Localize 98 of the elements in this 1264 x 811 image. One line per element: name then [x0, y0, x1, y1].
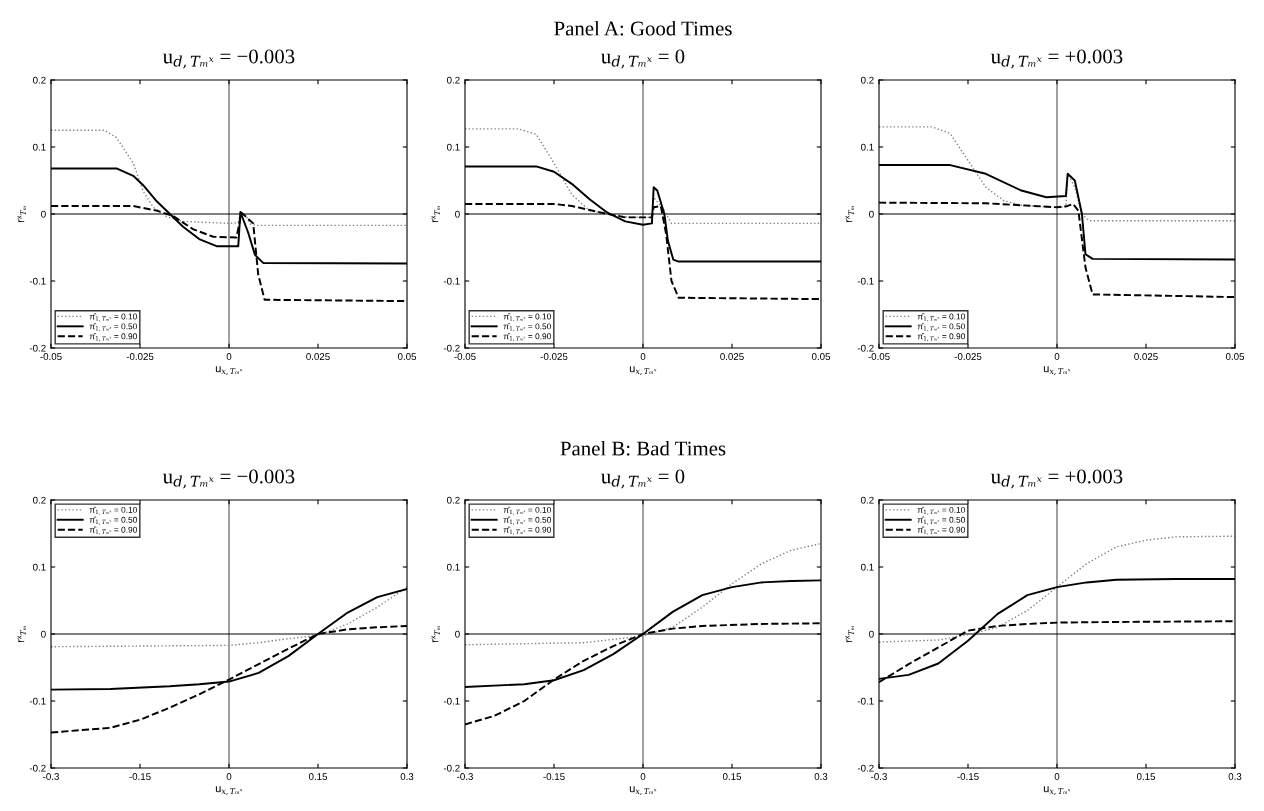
- y-tick-label: -0.2: [443, 764, 460, 772]
- chart-title: u$_{d,Tₘˣ}$ = +0.003: [990, 49, 1123, 69]
- chart-title: u$_{d,Tₘˣ}$ = +0.003: [990, 469, 1123, 489]
- legend-label: π̂$_{1,Tₘˣ}$ = 0.10: [89, 506, 137, 515]
- x-tick-label: 0.025: [306, 353, 330, 360]
- x-tick-label: -0.025: [954, 353, 982, 360]
- x-tick-label: 0.3: [1228, 773, 1242, 780]
- y-tick-label: 0: [455, 210, 460, 218]
- y-axis-title: rˣ$_{Tₘ}$: [845, 206, 854, 223]
- y-tick-label: -0.2: [29, 344, 46, 352]
- x-axis-title: u$_{x,Tₘˣ}$: [1043, 786, 1071, 795]
- y-tick-label: -0.1: [857, 277, 874, 285]
- x-tick-label: -0.025: [126, 353, 154, 360]
- x-tick-label: -0.05: [454, 353, 476, 360]
- chart-title: u$_{d,Tₘˣ}$ = 0: [601, 49, 685, 69]
- y-tick-label: 0.2: [447, 76, 460, 84]
- y-tick-label: 0.2: [33, 496, 46, 504]
- legend-label: π̂$_{1,Tₘˣ}$ = 0.10: [917, 506, 965, 515]
- legend-label: π̂$_{1,Tₘˣ}$ = 0.90: [89, 526, 137, 535]
- legend-label: π̂$_{1,Tₘˣ}$ = 0.50: [917, 323, 965, 332]
- legend-label: π̂$_{1,Tₘˣ}$ = 0.90: [503, 526, 551, 535]
- x-tick-label: 0: [226, 773, 232, 780]
- x-tick-label: 0.15: [1136, 773, 1156, 780]
- legend-label: π̂$_{1,Tₘˣ}$ = 0.10: [89, 313, 137, 322]
- x-tick-label: -0.025: [540, 353, 568, 360]
- x-tick-label: 0: [226, 353, 232, 360]
- y-tick-label: 0.2: [861, 76, 874, 84]
- y-tick-label: -0.2: [29, 764, 46, 772]
- y-tick-label: 0.1: [447, 143, 460, 151]
- x-tick-label: -0.3: [457, 773, 473, 780]
- x-tick-label: 0.05: [1225, 353, 1245, 360]
- x-tick-label: 0.025: [1134, 353, 1158, 360]
- y-axis-title: rˣ$_{Tₘ}$: [431, 626, 440, 643]
- x-tick-label: 0.15: [308, 773, 328, 780]
- x-tick-label: -0.3: [43, 773, 59, 780]
- x-tick-label: 0: [640, 773, 646, 780]
- x-tick-label: -0.05: [40, 353, 62, 360]
- y-tick-label: 0.1: [861, 563, 874, 571]
- x-tick-label: -0.05: [868, 353, 890, 360]
- legend-label: π̂$_{1,Tₘˣ}$ = 0.50: [89, 516, 137, 525]
- legend-label: π̂$_{1,Tₘˣ}$ = 0.10: [917, 313, 965, 322]
- y-axis-title: rˣ$_{Tₘ}$: [845, 626, 854, 643]
- legend-label: π̂$_{1,Tₘˣ}$ = 0.90: [89, 333, 137, 342]
- x-axis-title: u$_{x,Tₘˣ}$: [629, 786, 657, 795]
- y-axis-title: rˣ$_{Tₘ}$: [17, 206, 26, 223]
- y-tick-label: -0.1: [29, 277, 46, 285]
- x-tick-label: 0.3: [400, 773, 414, 780]
- y-tick-label: -0.1: [29, 697, 46, 705]
- x-tick-label: -0.3: [871, 773, 887, 780]
- y-tick-label: -0.1: [857, 697, 874, 705]
- y-axis-title: rˣ$_{Tₘ}$: [17, 626, 26, 643]
- y-tick-label: 0: [869, 630, 874, 638]
- y-tick-label: -0.1: [443, 697, 460, 705]
- x-axis-title: u$_{x,Tₘˣ}$: [215, 366, 243, 375]
- y-tick-label: 0: [41, 630, 46, 638]
- y-tick-label: -0.2: [857, 764, 874, 772]
- y-tick-label: -0.2: [857, 344, 874, 352]
- x-tick-label: 0.3: [814, 773, 828, 780]
- legend-label: π̂$_{1,Tₘˣ}$ = 0.10: [503, 313, 551, 322]
- legend-label: π̂$_{1,Tₘˣ}$ = 0.10: [503, 506, 551, 515]
- y-tick-label: 0.2: [447, 496, 460, 504]
- legend-label: π̂$_{1,Tₘˣ}$ = 0.90: [917, 526, 965, 535]
- y-tick-label: 0.1: [33, 143, 46, 151]
- x-axis-title: u$_{x,Tₘˣ}$: [215, 786, 243, 795]
- y-tick-label: -0.1: [443, 277, 460, 285]
- x-axis-title: u$_{x,Tₘˣ}$: [629, 366, 657, 375]
- x-tick-label: -0.15: [129, 773, 151, 780]
- x-tick-label: 0: [1054, 353, 1060, 360]
- legend-label: π̂$_{1,Tₘˣ}$ = 0.90: [503, 333, 551, 342]
- x-tick-label: 0: [1054, 773, 1060, 780]
- y-axis-title: rˣ$_{Tₘ}$: [431, 206, 440, 223]
- x-tick-label: 0.025: [720, 353, 744, 360]
- y-tick-label: 0: [455, 630, 460, 638]
- legend-label: π̂$_{1,Tₘˣ}$ = 0.90: [917, 333, 965, 342]
- x-tick-label: 0.15: [722, 773, 742, 780]
- y-tick-label: -0.2: [443, 344, 460, 352]
- legend-label: π̂$_{1,Tₘˣ}$ = 0.50: [503, 323, 551, 332]
- x-tick-label: -0.15: [957, 773, 979, 780]
- legend-label: π̂$_{1,Tₘˣ}$ = 0.50: [503, 516, 551, 525]
- x-tick-label: -0.15: [543, 773, 565, 780]
- y-tick-label: 0.2: [33, 76, 46, 84]
- chart-title: u$_{d,Tₘˣ}$ = 0: [601, 469, 685, 489]
- chart-subtitle: Panel B: Bad Times: [560, 440, 726, 456]
- chart-title: u$_{d,Tₘˣ}$ = −0.003: [162, 469, 295, 489]
- legend-label: π̂$_{1,Tₘˣ}$ = 0.50: [89, 323, 137, 332]
- y-tick-label: 0.1: [447, 563, 460, 571]
- y-tick-label: 0: [41, 210, 46, 218]
- y-tick-label: 0.2: [861, 496, 874, 504]
- legend-label: π̂$_{1,Tₘˣ}$ = 0.50: [917, 516, 965, 525]
- y-tick-label: 0.1: [861, 143, 874, 151]
- x-tick-label: 0: [640, 353, 646, 360]
- y-tick-label: 0: [869, 210, 874, 218]
- chart-subtitle: Panel A: Good Times: [554, 20, 732, 36]
- x-axis-title: u$_{x,Tₘˣ}$: [1043, 366, 1071, 375]
- chart-title: u$_{d,Tₘˣ}$ = −0.003: [162, 49, 295, 69]
- x-tick-label: 0.05: [397, 353, 417, 360]
- x-tick-label: 0.05: [811, 353, 831, 360]
- y-tick-label: 0.1: [33, 563, 46, 571]
